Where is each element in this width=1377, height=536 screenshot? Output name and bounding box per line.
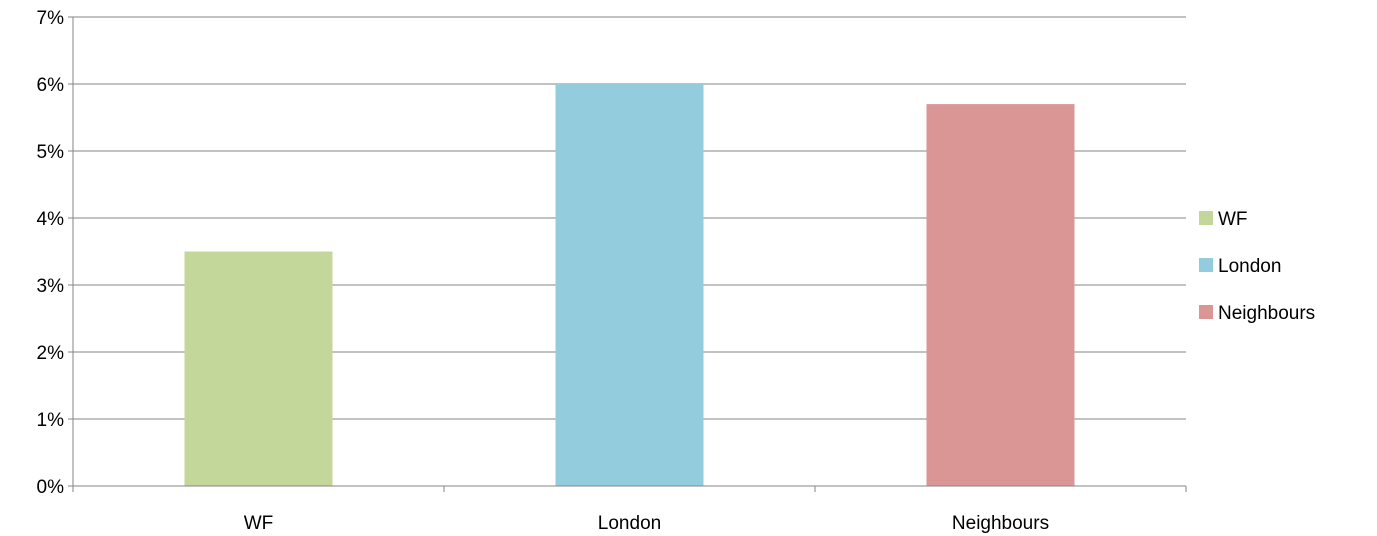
legend-label: WF — [1218, 209, 1248, 230]
y-tick-label: 4% — [37, 209, 65, 230]
bar-wf — [184, 251, 333, 486]
y-tick-label: 3% — [37, 276, 65, 297]
bars — [184, 84, 1075, 486]
bar-neighbours — [926, 104, 1075, 486]
y-tick-label: 2% — [37, 343, 65, 364]
x-tick-label: WF — [244, 513, 274, 534]
y-tick-label: 5% — [37, 142, 65, 163]
x-axis-ticks: WF London Neighbours — [244, 513, 1049, 534]
x-tick-label: Neighbours — [952, 513, 1049, 534]
legend-label: Neighbours — [1218, 303, 1315, 324]
axes — [68, 16, 1187, 492]
y-axis-ticks: 0% 1% 2% 3% 4% 5% 6% 7% — [37, 8, 65, 498]
legend-swatch — [1199, 258, 1213, 272]
y-tick-label: 1% — [37, 410, 65, 431]
bar-london — [555, 84, 704, 486]
x-tick-label: London — [598, 513, 661, 534]
legend-swatch — [1199, 305, 1213, 319]
legend: WF London Neighbours — [1199, 209, 1315, 324]
legend-label: London — [1218, 256, 1281, 277]
y-tick-label: 0% — [37, 477, 65, 498]
y-tick-label: 7% — [37, 8, 65, 29]
y-tick-label: 6% — [37, 75, 65, 96]
legend-swatch — [1199, 211, 1213, 225]
